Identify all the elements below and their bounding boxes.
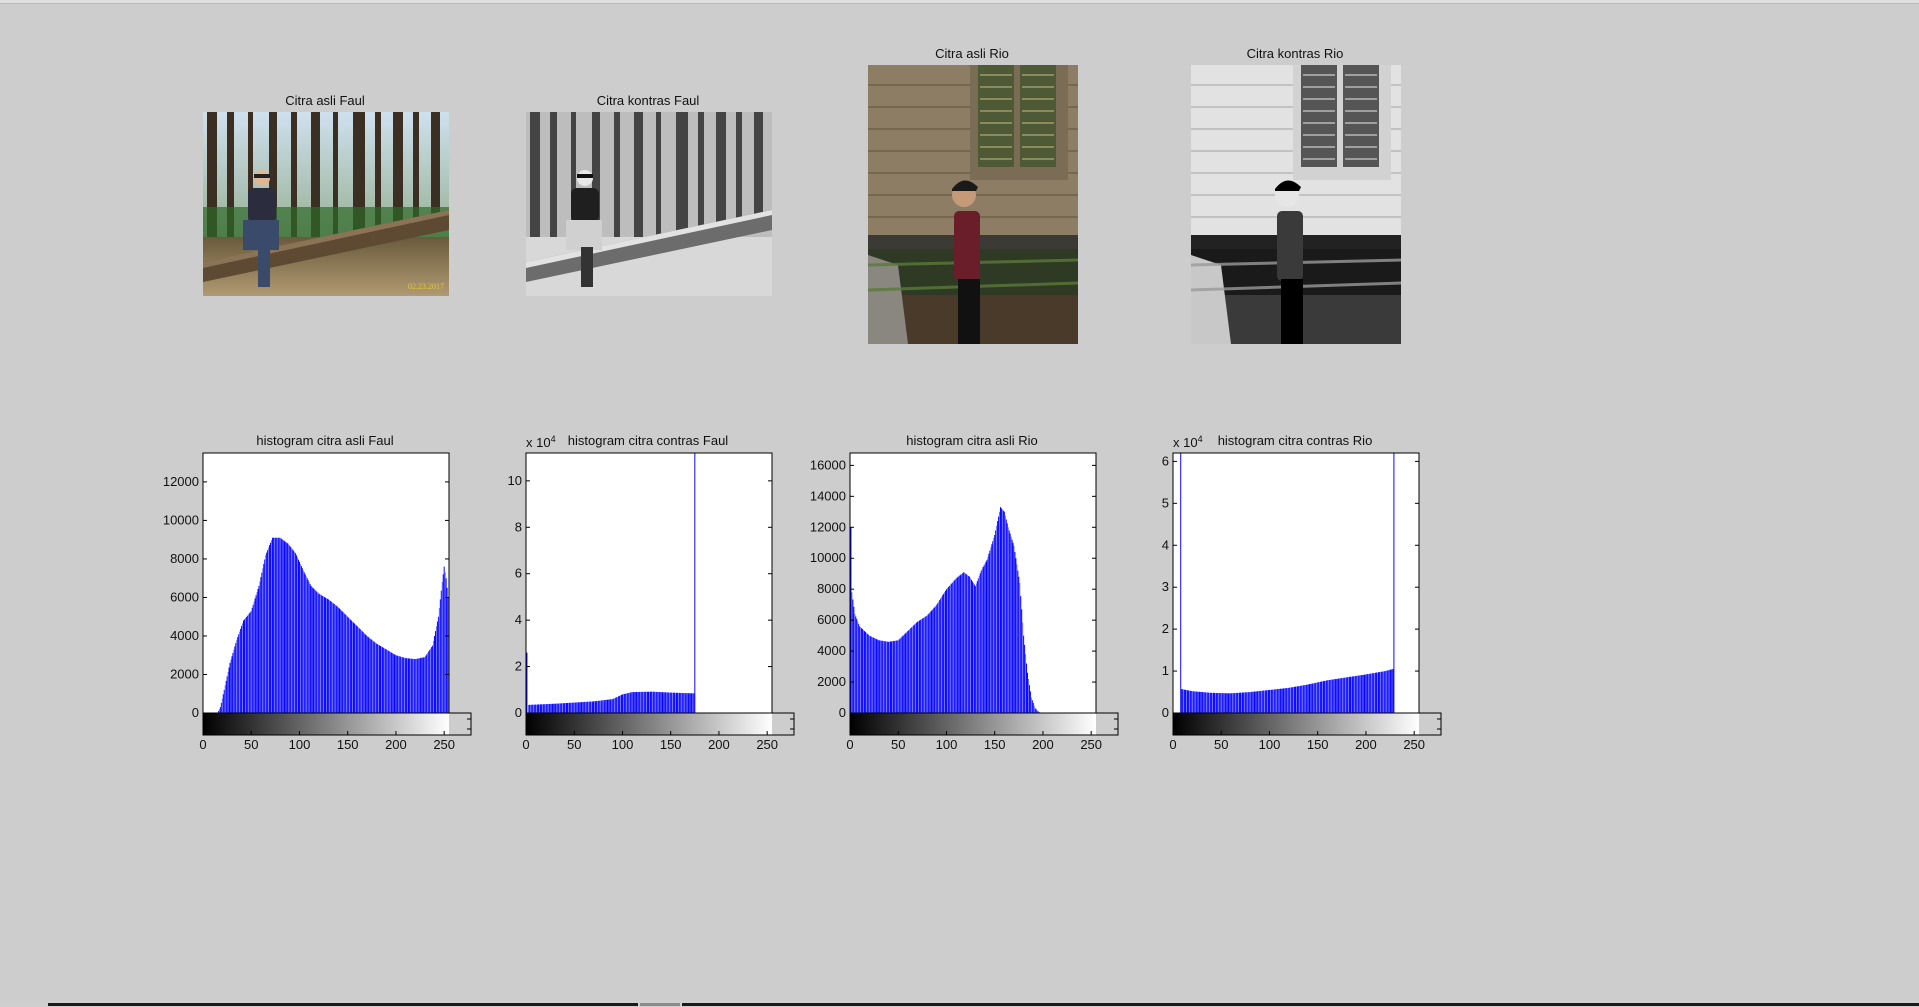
y-tick-label: 8000 [170,551,199,566]
histogram-bars [1180,453,1395,713]
y-tick-label: 16000 [810,457,846,472]
y-tick-label: 2 [1162,621,1169,636]
colorbar-frame [849,712,1119,736]
y-tick-label: 10000 [810,550,846,565]
x-tick-label: 0 [846,737,853,752]
y-tick-label: 6 [1162,453,1169,468]
x-tick-label: 100 [289,737,311,752]
x-tick-label: 200 [708,737,730,752]
y-tick-label: 2000 [170,666,199,681]
y-tick-label: 10 [508,473,522,488]
chart-title: histogram citra contras Faul [568,433,729,448]
y-tick-label: 4 [1162,537,1169,552]
plot-area [526,453,772,713]
y-tick-label: 5 [1162,495,1169,510]
grayscale-colorbar [850,713,1096,735]
y-tick-label: 0 [1162,705,1169,720]
y-tick-label: 6000 [170,589,199,604]
colorbar-frame [525,712,795,736]
y-tick-label: 12000 [163,474,199,489]
colorbar-frame [202,712,472,736]
image-title-rio-original: Citra asli Rio [935,46,1009,61]
window-top-edge [0,0,1919,4]
x-tick-label: 200 [1032,737,1054,752]
x-tick-label: 150 [660,737,682,752]
image-title-rio-contrast: Citra kontras Rio [1246,46,1344,61]
x-tick-label: 200 [1355,737,1377,752]
y-tick-label: 2000 [817,674,846,689]
x-tick-label: 50 [1214,737,1228,752]
y-tick-label: 8 [515,519,522,534]
colorbar-frame [1172,712,1442,736]
histogram-chart-2: 0 2 4 6 8 10 x 104 histogram citra contras Faul… [508,433,795,752]
y-tick-label: 0 [515,705,522,720]
y-tick-label: 2 [515,659,522,674]
image-rio-original [868,65,1078,344]
y-tick-label: 6000 [817,612,846,627]
y-tick-label: 4000 [170,628,199,643]
y-tick-label: 10000 [163,512,199,527]
x-tick-label: 100 [612,737,634,752]
image-title-faul-original: Citra asli Faul [285,93,365,108]
histogram-chart-3: 0200040006000800010000120001400016000his… [810,433,1119,752]
window-bottom-edge [0,1001,1919,1007]
y-tick-label: 14000 [810,488,846,503]
x-tick-label: 50 [891,737,905,752]
date-stamp: 02.23.2017 [408,282,444,291]
histogram-bars [849,465,1043,713]
plot-area [1173,453,1419,713]
histogram-chart-4: 0 1 2 3 4 5 6 x 104 histogram citra contras Rio 0… [1162,433,1442,752]
x-tick-label: 250 [1080,737,1102,752]
image-faul-original: 02.23.2017 [203,112,449,296]
image-faul-contrast [526,112,772,296]
x-tick-label: 250 [433,737,455,752]
x-tick-label: 150 [337,737,359,752]
chart-title: histogram citra contras Rio [1218,433,1373,448]
y-tick-label: 6 [515,566,522,581]
x-tick-label: 0 [199,737,206,752]
x-tick-label: 200 [385,737,407,752]
x-tick-label: 50 [244,737,258,752]
x-tick-label: 150 [984,737,1006,752]
chart-title: histogram citra asli Rio [906,433,1038,448]
y-tick-label: 1 [1162,663,1169,678]
x-tick-label: 100 [1259,737,1281,752]
histogram-bars [217,537,450,713]
y-exponent-label: x 104 [1173,434,1203,450]
x-tick-label: 50 [567,737,581,752]
y-exponent-label: x 104 [526,434,556,450]
image-title-faul-contrast: Citra kontras Faul [596,93,700,108]
grayscale-colorbar [203,713,449,735]
chart-title: histogram citra asli Faul [256,433,393,448]
image-rio-contrast [1191,65,1401,344]
x-tick-label: 250 [1403,737,1425,752]
y-tick-label: 12000 [810,519,846,534]
y-tick-label: 4000 [817,643,846,658]
y-tick-label: 0 [839,705,846,720]
grayscale-colorbar [1173,713,1419,735]
histogram-bars [526,453,696,713]
x-tick-label: 150 [1307,737,1329,752]
y-tick-label: 4 [515,612,522,627]
y-tick-label: 3 [1162,579,1169,594]
y-tick-label: 0 [192,705,199,720]
x-tick-label: 0 [1169,737,1176,752]
y-tick-label: 8000 [817,581,846,596]
grayscale-colorbar [526,713,772,735]
x-tick-label: 0 [522,737,529,752]
x-tick-label: 100 [936,737,958,752]
x-tick-label: 250 [756,737,778,752]
